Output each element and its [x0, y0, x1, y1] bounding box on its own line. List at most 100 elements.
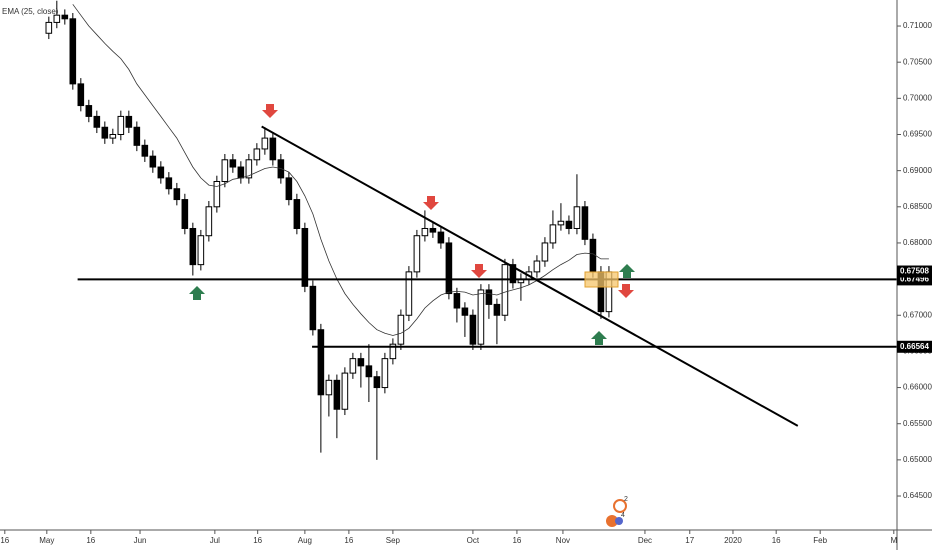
sell-arrow	[262, 104, 278, 118]
x-tick-label: May	[39, 536, 54, 545]
candle-body	[245, 159, 253, 179]
candle-body	[237, 166, 245, 179]
candle-body	[229, 159, 237, 168]
x-tick-label: Dec	[638, 536, 652, 545]
candle-body	[357, 358, 365, 367]
y-tick-label: 0.66000	[903, 383, 932, 392]
candle-body	[285, 177, 293, 201]
x-tick-label: 16	[772, 536, 781, 545]
x-tick-label: 2020	[724, 536, 742, 545]
candle-body	[309, 285, 317, 331]
candle-body	[317, 329, 325, 396]
candle-body	[461, 307, 469, 316]
price-box-label: 0.67508	[900, 267, 929, 276]
candle-body	[573, 206, 581, 229]
candle-body	[253, 148, 261, 161]
y-tick-label: 0.70000	[903, 93, 932, 102]
candle-body	[269, 137, 277, 161]
x-tick-label: M	[890, 536, 897, 545]
ema-line	[72, 4, 609, 336]
candle-body	[165, 177, 173, 190]
candle-body	[69, 18, 77, 85]
y-tick-label: 0.67000	[903, 310, 932, 319]
y-tick-label: 0.65000	[903, 455, 932, 464]
candle-body	[405, 271, 413, 316]
y-tick-label: 0.68500	[903, 202, 932, 211]
y-tick-label: 0.68000	[903, 238, 932, 247]
candle-body	[341, 372, 349, 410]
candle-body	[477, 289, 485, 345]
candle-body	[85, 105, 93, 117]
candle-body	[125, 115, 133, 128]
event-icon	[615, 517, 623, 525]
candle-body	[213, 180, 221, 208]
x-tick-label: Aug	[298, 536, 312, 545]
event-badge: 2	[624, 496, 628, 503]
candle-body	[589, 238, 597, 273]
buy-arrow	[591, 331, 607, 345]
x-tick-label: Feb	[813, 536, 827, 545]
buy-arrow	[189, 286, 205, 300]
candle-body	[413, 235, 421, 273]
candle-body	[205, 206, 213, 237]
price-box-label: 0.66564	[900, 342, 929, 351]
x-tick-label: 16	[0, 536, 9, 545]
candle-body	[77, 83, 85, 107]
trendline	[261, 125, 799, 427]
candle-body	[157, 166, 165, 179]
x-tick-label: 16	[512, 536, 521, 545]
candle-body	[189, 227, 197, 266]
candle-body	[301, 227, 309, 287]
x-tick-label: Jun	[134, 536, 147, 545]
candle-body	[45, 21, 53, 34]
x-tick-label: 16	[253, 536, 262, 545]
x-tick-label: Jul	[210, 536, 220, 545]
candle-body	[325, 379, 333, 396]
candle-body	[533, 260, 541, 273]
candle-body	[141, 144, 149, 157]
plot-area	[45, 0, 897, 460]
candle-body	[381, 358, 389, 389]
y-tick-label: 0.69500	[903, 130, 932, 139]
candle-body	[53, 14, 61, 23]
candle-body	[493, 303, 501, 316]
candle-body	[445, 242, 453, 295]
candle-body	[197, 235, 205, 266]
arrows	[189, 104, 635, 345]
event-badge: 4	[621, 512, 625, 519]
sell-arrow	[423, 196, 439, 210]
buy-arrow	[619, 264, 635, 278]
event-icons: 2 4	[606, 496, 628, 527]
candle-body	[333, 379, 341, 410]
candle-body	[117, 115, 125, 135]
candle-body	[373, 376, 381, 389]
candle-body	[469, 314, 477, 345]
candle-body	[61, 14, 69, 20]
candle-body	[565, 220, 573, 229]
y-tick-label: 0.71000	[903, 21, 932, 30]
candle-body	[581, 206, 589, 240]
candle-body	[349, 358, 357, 374]
event-icon	[613, 499, 627, 513]
candle-body	[133, 126, 141, 146]
candle-body	[221, 159, 229, 182]
candle-body	[557, 220, 565, 226]
candle-body	[509, 264, 517, 284]
x-tick-label: Sep	[386, 536, 401, 545]
candle-body	[93, 115, 101, 128]
candle-body	[293, 199, 301, 229]
y-tick-label: 0.65500	[903, 419, 932, 428]
candle-body	[421, 227, 429, 237]
candle-body	[485, 289, 493, 305]
zone-box	[584, 271, 619, 288]
candle-body	[397, 314, 405, 345]
y-tick-label: 0.64500	[903, 491, 932, 500]
price-box	[897, 265, 932, 278]
candle-body	[261, 137, 269, 150]
candle-body	[429, 227, 437, 233]
sell-arrow	[618, 284, 634, 298]
candle-body	[365, 365, 373, 378]
event-icon	[606, 515, 618, 527]
